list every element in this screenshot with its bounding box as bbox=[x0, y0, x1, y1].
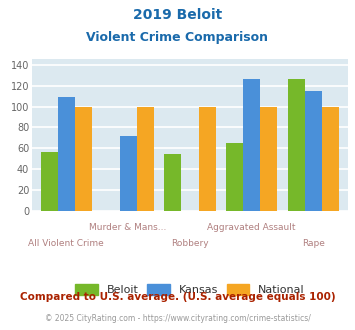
Text: © 2025 CityRating.com - https://www.cityrating.com/crime-statistics/: © 2025 CityRating.com - https://www.city… bbox=[45, 314, 310, 323]
Bar bbox=[305, 91, 322, 211]
Bar bbox=[322, 107, 339, 211]
Bar bbox=[261, 107, 277, 211]
Bar bbox=[58, 97, 75, 211]
Legend: Beloit, Kansas, National: Beloit, Kansas, National bbox=[72, 280, 308, 299]
Text: Rape: Rape bbox=[302, 239, 325, 248]
Bar bbox=[226, 143, 243, 211]
Text: Murder & Mans...: Murder & Mans... bbox=[89, 223, 167, 232]
Text: 2019 Beloit: 2019 Beloit bbox=[133, 8, 222, 22]
Bar bbox=[199, 107, 215, 211]
Bar bbox=[120, 136, 137, 211]
Text: Compared to U.S. average. (U.S. average equals 100): Compared to U.S. average. (U.S. average … bbox=[20, 292, 335, 302]
Text: All Violent Crime: All Violent Crime bbox=[28, 239, 104, 248]
Bar bbox=[243, 79, 260, 211]
Bar bbox=[137, 107, 154, 211]
Text: Violent Crime Comparison: Violent Crime Comparison bbox=[87, 31, 268, 44]
Text: Robbery: Robbery bbox=[171, 239, 209, 248]
Bar bbox=[75, 107, 92, 211]
Bar bbox=[164, 154, 181, 211]
Bar bbox=[41, 151, 58, 211]
Text: Aggravated Assault: Aggravated Assault bbox=[207, 223, 296, 232]
Bar bbox=[288, 79, 305, 211]
